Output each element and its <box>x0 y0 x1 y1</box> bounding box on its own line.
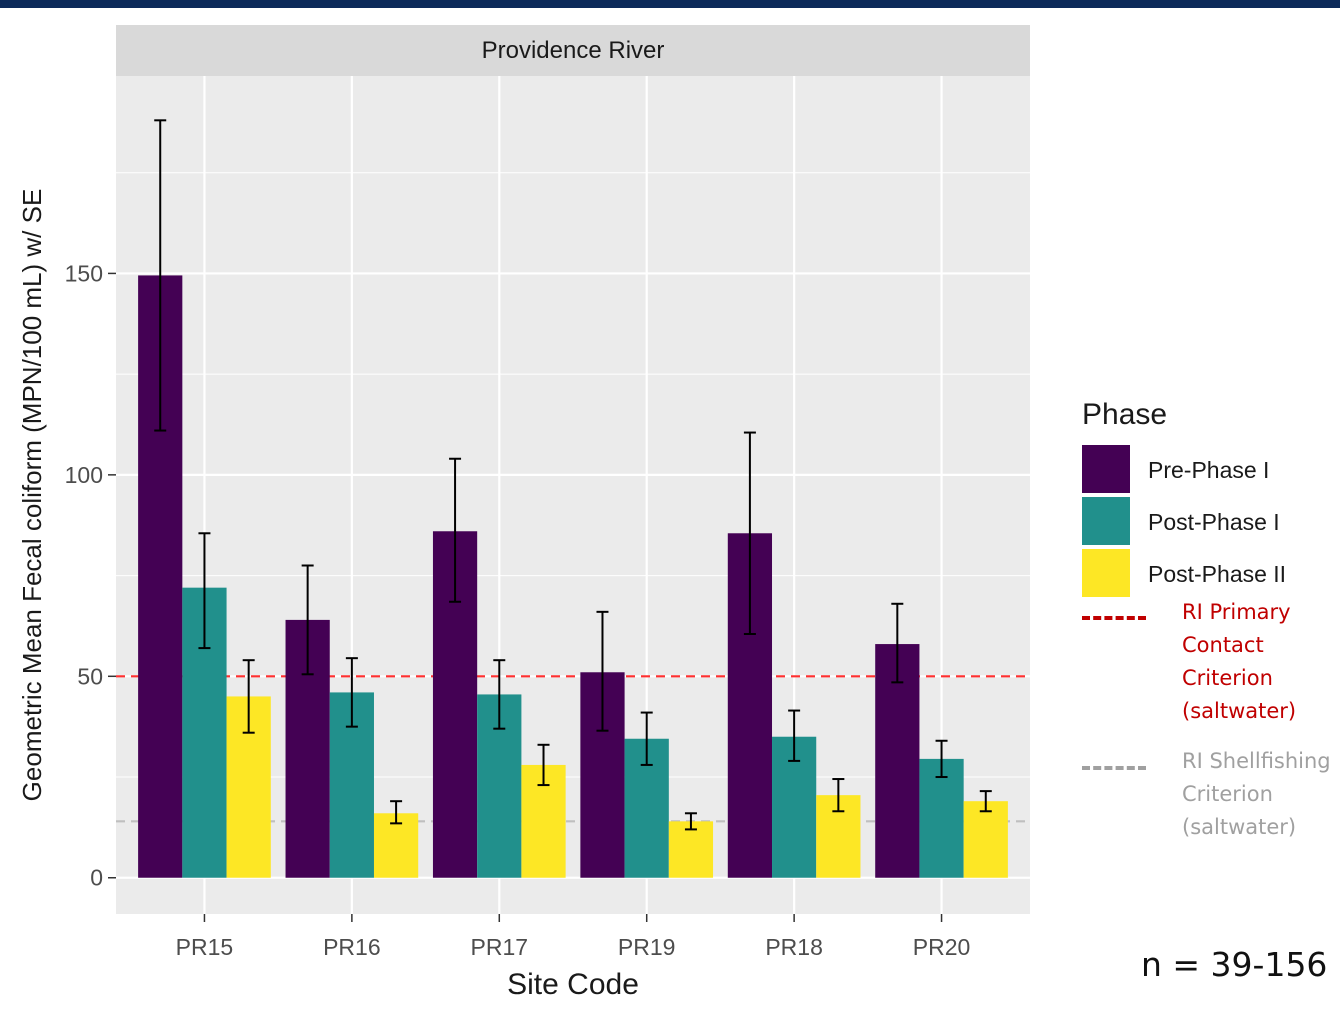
legend-swatch-post-phase-ii <box>1082 549 1130 597</box>
y-tick-label: 0 <box>90 865 103 891</box>
x-tick-label-pr19: PR19 <box>618 934 676 960</box>
legend-swatch-post-phase-i <box>1082 497 1130 545</box>
top-bar <box>0 0 1340 8</box>
facet-title: Providence River <box>482 37 665 64</box>
legend-item-post-phase-ii: Post-Phase II <box>1082 549 1337 597</box>
x-tick-label-pr20: PR20 <box>913 934 971 960</box>
primary-contact-label: RI Primary Contact Criterion (saltwater) <box>1182 600 1297 723</box>
x-tick-label-pr17: PR17 <box>471 934 529 960</box>
x-tick-label-pr15: PR15 <box>176 934 234 960</box>
legend-item-post-phase-i: Post-Phase I <box>1082 497 1337 545</box>
y-tick-label: 150 <box>65 260 103 286</box>
y-axis-title: Geometric Mean Fecal coliform (MPN/100 m… <box>17 189 47 802</box>
y-tick-label: 100 <box>65 462 103 488</box>
primary-contact-line-key <box>1082 616 1146 620</box>
legend-label-post-phase-i: Post-Phase I <box>1148 509 1280 535</box>
error-bars <box>154 119 992 831</box>
bar-pr20-post-phase-ii <box>963 801 1008 878</box>
legend-swatch-pre-phase-i <box>1082 445 1130 493</box>
x-tick-label-pr18: PR18 <box>765 934 823 960</box>
legend-title: Phase <box>1082 398 1168 431</box>
bar-pr19-post-phase-ii <box>668 821 714 878</box>
x-tick-label-pr16: PR16 <box>323 934 381 960</box>
bar-pr20-post-phase-i <box>919 758 964 878</box>
y-axis: 0 50 100 150 <box>65 260 116 891</box>
x-axis: PR15 PR16 PR17 PR19 PR18 PR20 <box>176 914 971 960</box>
y-tick-label: 50 <box>77 663 103 689</box>
shellfishing-line-key <box>1082 766 1146 770</box>
shellfishing-label: RI Shellfishing Criterion (saltwater) <box>1182 749 1331 839</box>
x-axis-title: Site Code <box>507 968 639 1001</box>
facet-strip <box>116 25 1030 76</box>
legend-label-pre-phase-i: Pre-Phase I <box>1148 457 1270 483</box>
legend-label-post-phase-ii: Post-Phase II <box>1148 561 1287 587</box>
sample-size-label: n = 39-156 <box>1141 945 1328 984</box>
legend-item-pre-phase-i: Pre-Phase I <box>1082 445 1337 493</box>
